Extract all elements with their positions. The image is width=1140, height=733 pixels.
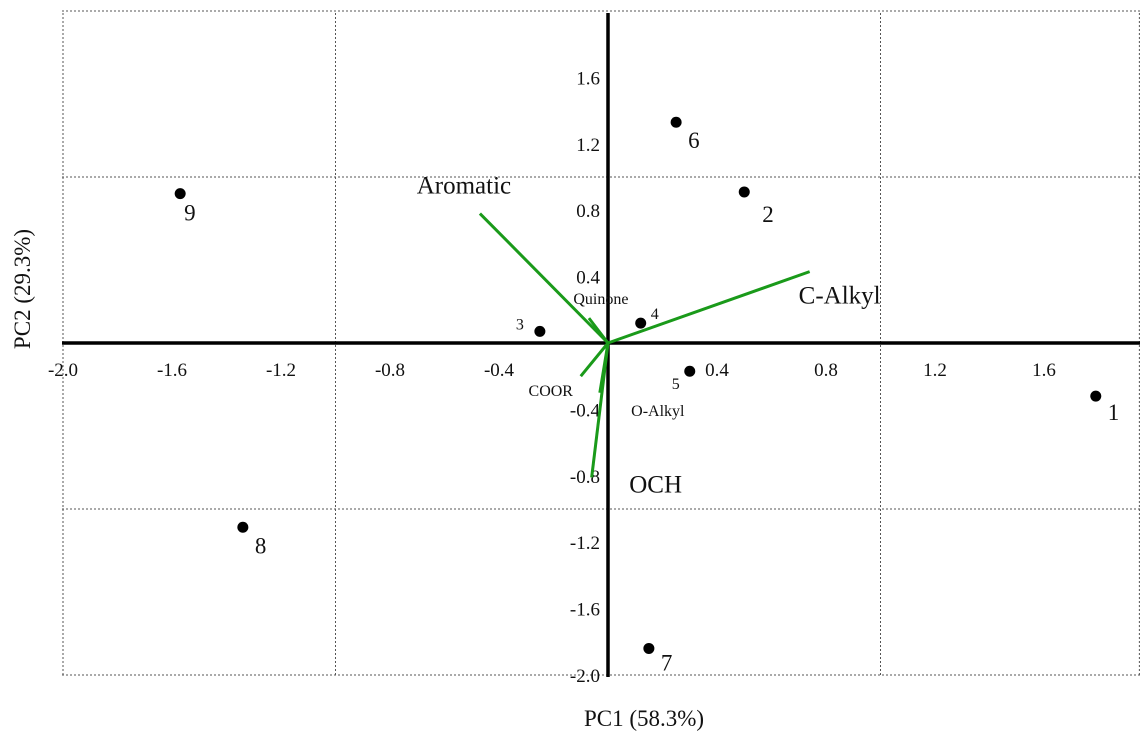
y-tick-label: 1.2 <box>576 135 600 156</box>
x-axis-title: PC1 (58.3%) <box>584 706 704 731</box>
x-tick-label: -2.0 <box>48 360 78 381</box>
y-tick-label: -1.2 <box>570 533 600 554</box>
x-tick-label: 1.2 <box>923 360 947 381</box>
point-label: 5 <box>672 376 680 393</box>
y-tick-label: 0.4 <box>576 268 600 289</box>
x-tick-label: -0.8 <box>375 360 405 381</box>
data-point <box>534 325 546 337</box>
data-point <box>1090 390 1102 402</box>
loading-vector <box>590 342 610 478</box>
point-label: 2 <box>762 202 774 227</box>
loading-vector <box>579 342 610 378</box>
point-label: 4 <box>651 306 659 323</box>
y-axis-title: PC2 (29.3%) <box>10 229 35 349</box>
loading-vector <box>587 317 610 344</box>
point-label: 1 <box>1108 400 1120 425</box>
point-label: 6 <box>688 128 700 153</box>
data-point <box>237 521 249 533</box>
data-point <box>684 365 696 377</box>
y-tick-label: -1.6 <box>570 600 600 621</box>
loading-label: OCH <box>629 471 682 498</box>
x-tick-label: 0.8 <box>814 360 838 381</box>
point-label: 3 <box>516 316 524 333</box>
tick-labels: -2.0 -1.6 -1.2 -0.8 -0.4 0.4 0.8 1.2 1.6 1.6 1.2 0.… <box>48 68 1056 687</box>
loading-label: Quinone <box>573 291 628 308</box>
x-tick-label: -0.4 <box>484 360 515 381</box>
score-points: 1 2 3 4 5 6 7 8 9 <box>174 116 1120 675</box>
loading-vector <box>478 212 610 345</box>
y-tick-label: -2.0 <box>570 666 600 687</box>
point-label: 8 <box>255 533 267 558</box>
grid <box>62 10 1140 677</box>
loading-vector <box>607 270 811 345</box>
axes <box>62 13 1140 677</box>
y-tick-label: 0.8 <box>576 201 600 222</box>
data-point <box>635 317 647 329</box>
y-tick-label: -0.8 <box>570 467 600 488</box>
loading-vectors: Aromatic C-Alkyl Quinone COOR O-Alkyl OCH <box>417 173 881 499</box>
x-tick-label: 1.6 <box>1032 360 1056 381</box>
x-tick-label: 0.4 <box>705 360 729 381</box>
point-label: 7 <box>661 650 673 675</box>
loading-label: C-Alkyl <box>799 283 881 310</box>
y-tick-label: 1.6 <box>576 68 600 89</box>
loading-label: COOR <box>529 383 574 400</box>
point-label: 9 <box>184 201 196 226</box>
x-tick-label: -1.6 <box>157 360 187 381</box>
loading-label: Aromatic <box>417 173 511 200</box>
y-tick-label: -0.4 <box>570 400 601 421</box>
data-point <box>670 116 682 128</box>
data-point <box>738 186 750 198</box>
x-tick-label: -1.2 <box>266 360 296 381</box>
data-point <box>174 188 186 200</box>
loading-label: O-Alkyl <box>631 403 685 420</box>
data-point <box>643 642 655 654</box>
